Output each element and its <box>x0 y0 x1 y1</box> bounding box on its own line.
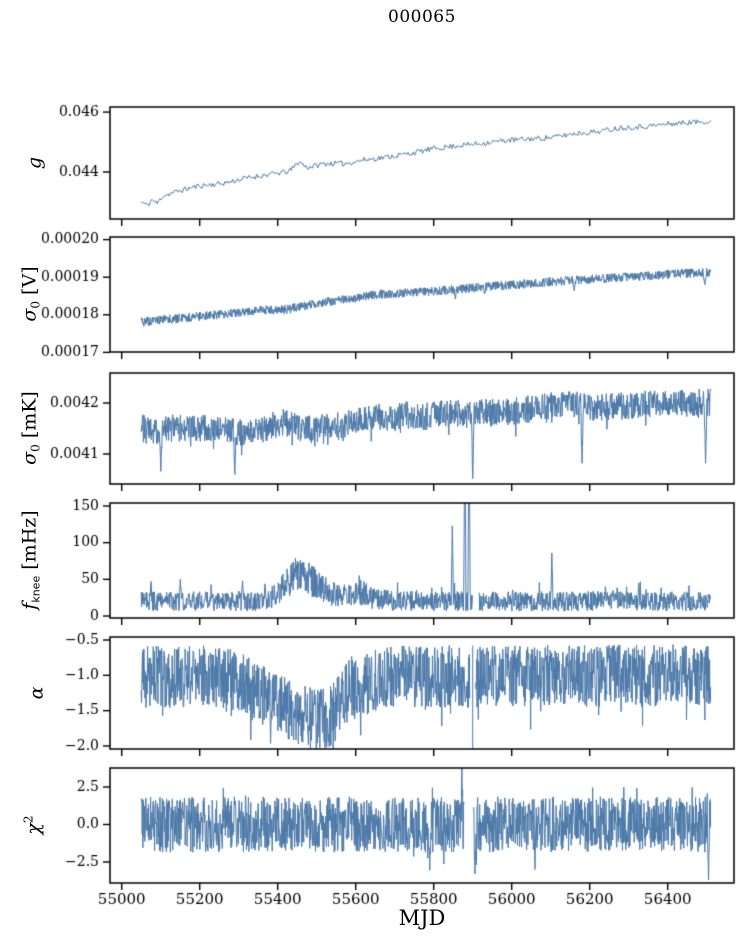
y-axis-label-sigma0-mk: σ0 [mK] <box>18 391 43 465</box>
ylabel-base: σ <box>18 308 41 322</box>
y-axis-label-g: g <box>23 157 48 169</box>
y-axis-label-fknee: fknee [mHz] <box>18 510 43 609</box>
x-axis-label: MJD <box>398 906 446 930</box>
ylabel-base: α <box>25 686 48 700</box>
ylabel-sub: 0 <box>28 300 43 309</box>
y-axis-label-alpha: α <box>25 687 50 700</box>
ylabel-sub: 0 <box>28 444 43 452</box>
ylabel-sub: knee <box>29 575 43 603</box>
ylabel-unit: [mHz] <box>18 510 41 576</box>
ylabel-base: σ <box>18 451 41 465</box>
ylabel-sup: 2 <box>21 815 36 824</box>
ylabel-base: χ <box>22 823 45 835</box>
ylabel-unit: [mK] <box>18 391 41 445</box>
figure-title: 000065 <box>388 7 456 27</box>
ylabel-base: f <box>18 602 41 610</box>
ylabel-unit: [V] <box>18 266 41 301</box>
y-axis-label-chi2: χ2 <box>22 815 47 834</box>
ylabel-base: g <box>23 156 46 170</box>
y-axis-label-sigma0-v: σ0 [V] <box>18 266 43 321</box>
